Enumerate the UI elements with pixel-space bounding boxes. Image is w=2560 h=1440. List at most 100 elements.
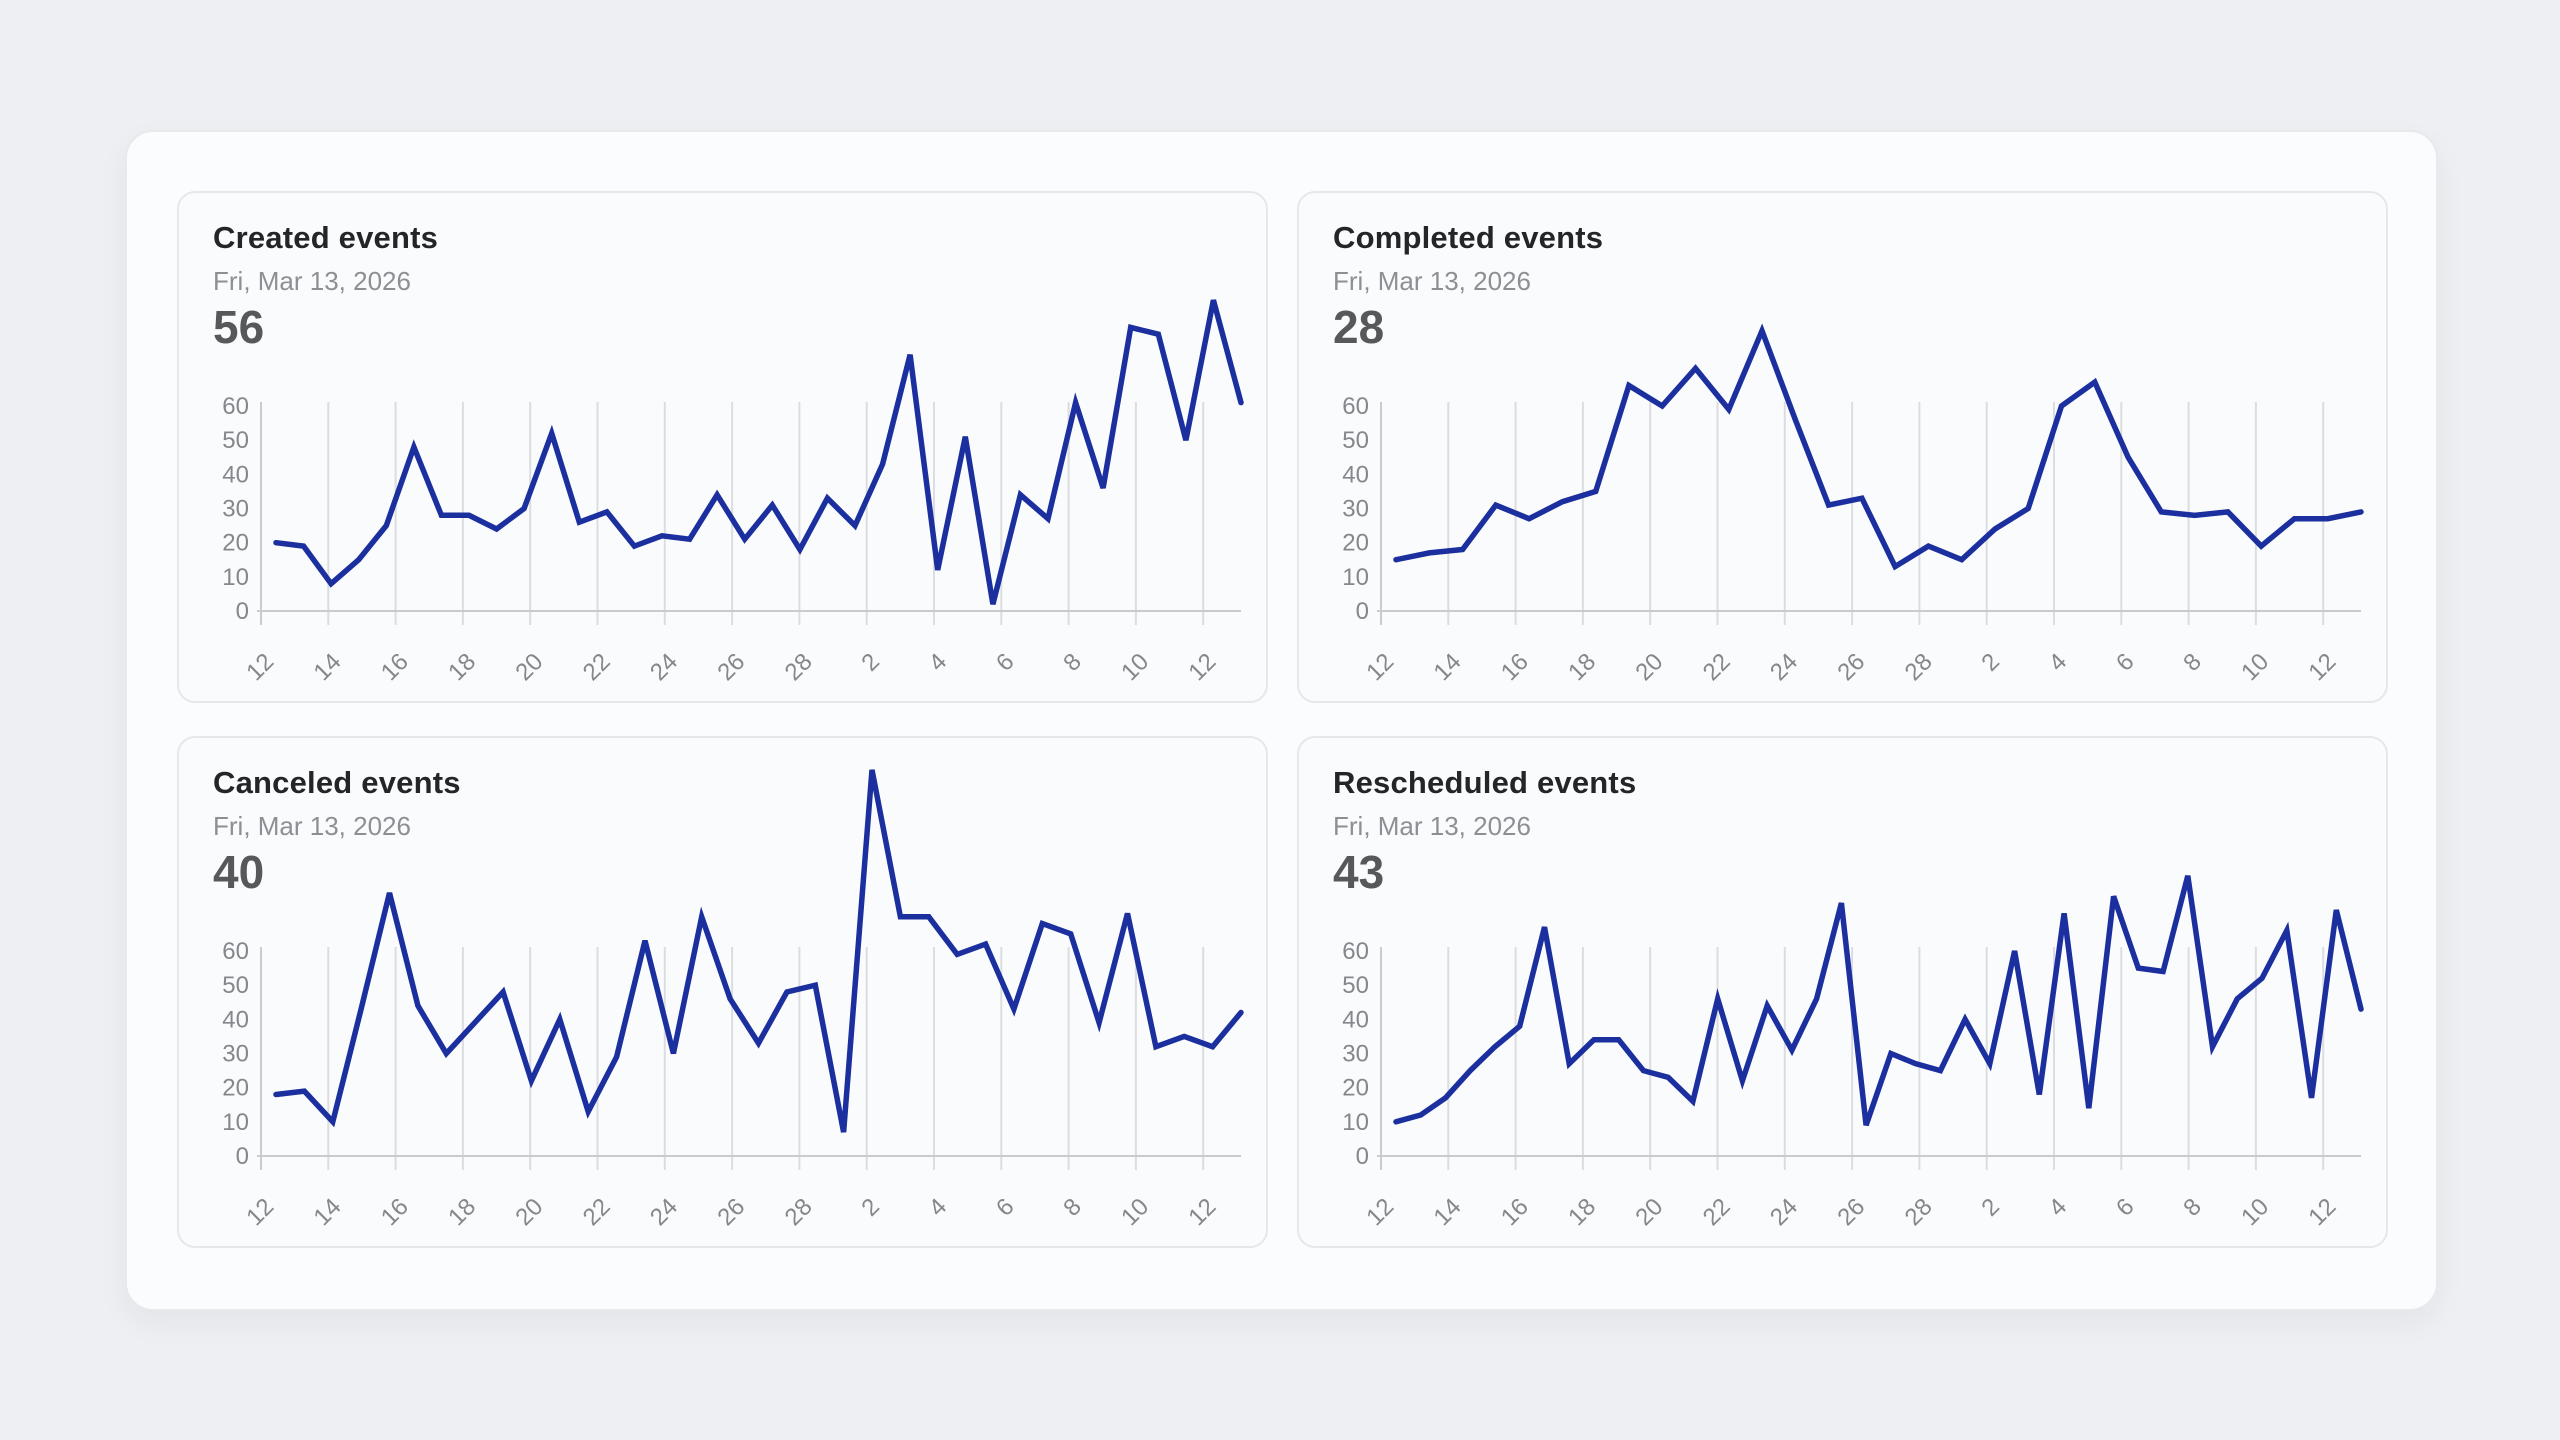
x-tick-label: 20 [510,648,548,686]
x-tick-label: 2 [1976,1193,2005,1222]
data-series-line [273,299,1244,605]
x-tick-label: 14 [1429,648,1467,686]
x-tick-label: 22 [578,648,616,686]
x-tick-label: 16 [1496,1193,1534,1231]
x-tick-label: 24 [645,1193,683,1231]
card-header: Completed events Fri, Mar 13, 2026 28 [1333,219,1603,354]
y-tick-label: 40 [222,461,249,488]
x-tick-label: 16 [1496,648,1534,686]
chart-title: Canceled events [213,765,461,800]
x-tick-label: 26 [1832,1193,1870,1231]
x-tick-label: 8 [2178,1193,2207,1222]
y-tick-label: 60 [1342,393,1369,420]
chart-current-value: 43 [1333,846,1385,899]
x-tick-label: 20 [1630,1193,1668,1231]
y-tick-label: 10 [1342,564,1369,591]
x-tick-label: 20 [510,1193,548,1231]
x-tick-label: 10 [1116,1193,1154,1231]
x-tick-label: 20 [1630,648,1668,686]
y-tick-label: 60 [222,938,249,965]
y-tick-label: 20 [222,1075,249,1102]
data-series-line [273,769,1244,1133]
card-header: Created events Fri, Mar 13, 2026 56 [213,219,438,354]
x-tick-label: 8 [2178,648,2207,677]
chart-title: Rescheduled events [1333,765,1637,800]
chart-card-rescheduled-events: Rescheduled events Fri, Mar 13, 2026 43 … [1297,736,2388,1248]
card-header: Canceled events Fri, Mar 13, 2026 40 [213,764,461,899]
x-tick-label: 4 [2044,1193,2073,1222]
x-tick-label: 14 [309,648,347,686]
x-tick-label: 12 [1183,648,1221,686]
x-tick-label: 2 [1976,648,2005,677]
y-tick-label: 30 [222,1040,249,1067]
chart-card-completed-events: Completed events Fri, Mar 13, 2026 28 12… [1297,191,2388,703]
chart-current-value: 56 [213,301,265,354]
x-tick-label: 16 [376,648,414,686]
y-tick-label: 30 [222,495,249,522]
chart-card-created-events: Created events Fri, Mar 13, 2026 56 12 14… [177,191,1268,703]
x-tick-label: 16 [376,1193,414,1231]
x-tick-label: 6 [991,648,1020,677]
x-tick-label: 28 [1900,648,1938,686]
x-tick-label: 8 [1058,1193,1087,1222]
x-tick-label: 10 [2236,648,2274,686]
y-tick-label: 60 [222,393,249,420]
x-tick-label: 26 [712,648,750,686]
chart-current-value: 28 [1333,301,1385,354]
y-tick-label: 50 [1342,427,1369,454]
x-tick-label: 2 [856,1193,885,1222]
y-tick-label: 40 [1342,1006,1369,1033]
dashboard-panel: Created events Fri, Mar 13, 2026 56 12 14… [125,130,2438,1311]
y-tick-label: 0 [1356,1143,1369,1170]
data-series-line [1393,323,2364,571]
y-tick-label: 60 [1342,938,1369,965]
x-tick-label: 12 [1361,648,1399,686]
x-tick-label: 12 [241,648,279,686]
y-tick-label: 0 [1356,598,1369,625]
x-tick-label: 12 [1361,1193,1399,1231]
x-tick-label: 6 [2111,648,2140,677]
y-tick-label: 10 [222,1109,249,1136]
x-tick-label: 12 [241,1193,279,1231]
x-tick-label: 14 [309,1193,347,1231]
card-header: Rescheduled events Fri, Mar 13, 2026 43 [1333,764,1636,899]
x-tick-label: 26 [1832,648,1870,686]
x-tick-label: 14 [1429,1193,1467,1231]
x-tick-label: 24 [1765,648,1803,686]
x-tick-label: 22 [578,1193,616,1231]
x-tick-label: 4 [2044,648,2073,677]
x-tick-label: 18 [443,1193,481,1231]
y-tick-label: 40 [222,1006,249,1033]
chart-card-canceled-events: Canceled events Fri, Mar 13, 2026 40 12 1… [177,736,1268,1248]
y-tick-label: 50 [222,972,249,999]
x-tick-label: 18 [443,648,481,686]
x-tick-label: 6 [2111,1193,2140,1222]
chart-title: Created events [213,220,439,255]
chart-title: Completed events [1333,220,1604,255]
x-tick-label: 18 [1563,1193,1601,1231]
x-tick-label: 22 [1698,648,1736,686]
chart-current-value: 40 [213,846,265,899]
x-tick-label: 12 [2303,648,2341,686]
y-tick-label: 20 [1342,530,1369,557]
y-tick-label: 10 [1342,1109,1369,1136]
x-tick-label: 4 [924,1193,953,1222]
x-tick-label: 4 [924,648,953,677]
x-tick-label: 8 [1058,648,1087,677]
y-tick-label: 0 [236,598,249,625]
x-tick-label: 24 [1765,1193,1803,1231]
x-tick-label: 22 [1698,1193,1736,1231]
y-tick-label: 50 [222,427,249,454]
chart-date: Fri, Mar 13, 2026 [213,266,411,297]
x-tick-label: 28 [780,1193,818,1231]
y-tick-label: 30 [1342,495,1369,522]
x-tick-label: 2 [856,648,885,677]
y-tick-label: 50 [1342,972,1369,999]
x-tick-label: 10 [1116,648,1154,686]
y-tick-label: 10 [222,564,249,591]
chart-date: Fri, Mar 13, 2026 [213,811,411,842]
x-tick-label: 28 [780,648,818,686]
x-tick-label: 24 [645,648,683,686]
